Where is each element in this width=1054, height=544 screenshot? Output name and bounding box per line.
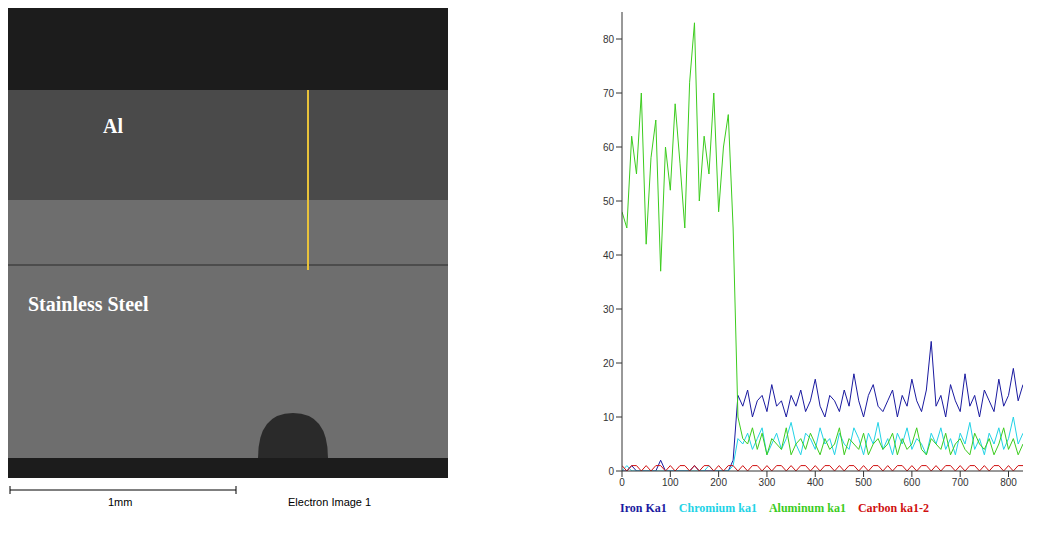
svg-text:40: 40	[603, 250, 615, 261]
svg-text:Al: Al	[103, 115, 123, 137]
html-text:Iron Ka1: Iron Ka1	[620, 501, 667, 515]
html-text:Chromium ka1: Chromium ka1	[678, 501, 757, 515]
svg-text:10: 10	[603, 412, 615, 423]
svg-text:Stainless Steel: Stainless Steel	[28, 293, 149, 315]
html-text:Aluminum ka1: Aluminum ka1	[768, 501, 846, 515]
svg-text:50: 50	[603, 196, 615, 207]
svg-text:800: 800	[1000, 477, 1017, 488]
svg-text:70: 70	[603, 88, 615, 99]
svg-text:200: 200	[710, 477, 727, 488]
svg-text:60: 60	[603, 142, 615, 153]
svg-text:500: 500	[855, 477, 872, 488]
svg-text:0: 0	[608, 466, 614, 477]
html-text:Carbon ka1-2: Carbon ka1-2	[858, 501, 929, 515]
svg-text:Electron Image 1: Electron Image 1	[288, 496, 371, 508]
svg-text:80: 80	[603, 34, 615, 45]
svg-text:100: 100	[662, 477, 679, 488]
svg-text:30: 30	[603, 304, 615, 315]
svg-text:600: 600	[904, 477, 921, 488]
svg-text:400: 400	[807, 477, 824, 488]
svg-text:1mm: 1mm	[108, 496, 132, 508]
svg-text:20: 20	[603, 358, 615, 369]
svg-text:0: 0	[619, 477, 625, 488]
svg-text:700: 700	[952, 477, 969, 488]
svg-text:300: 300	[759, 477, 776, 488]
